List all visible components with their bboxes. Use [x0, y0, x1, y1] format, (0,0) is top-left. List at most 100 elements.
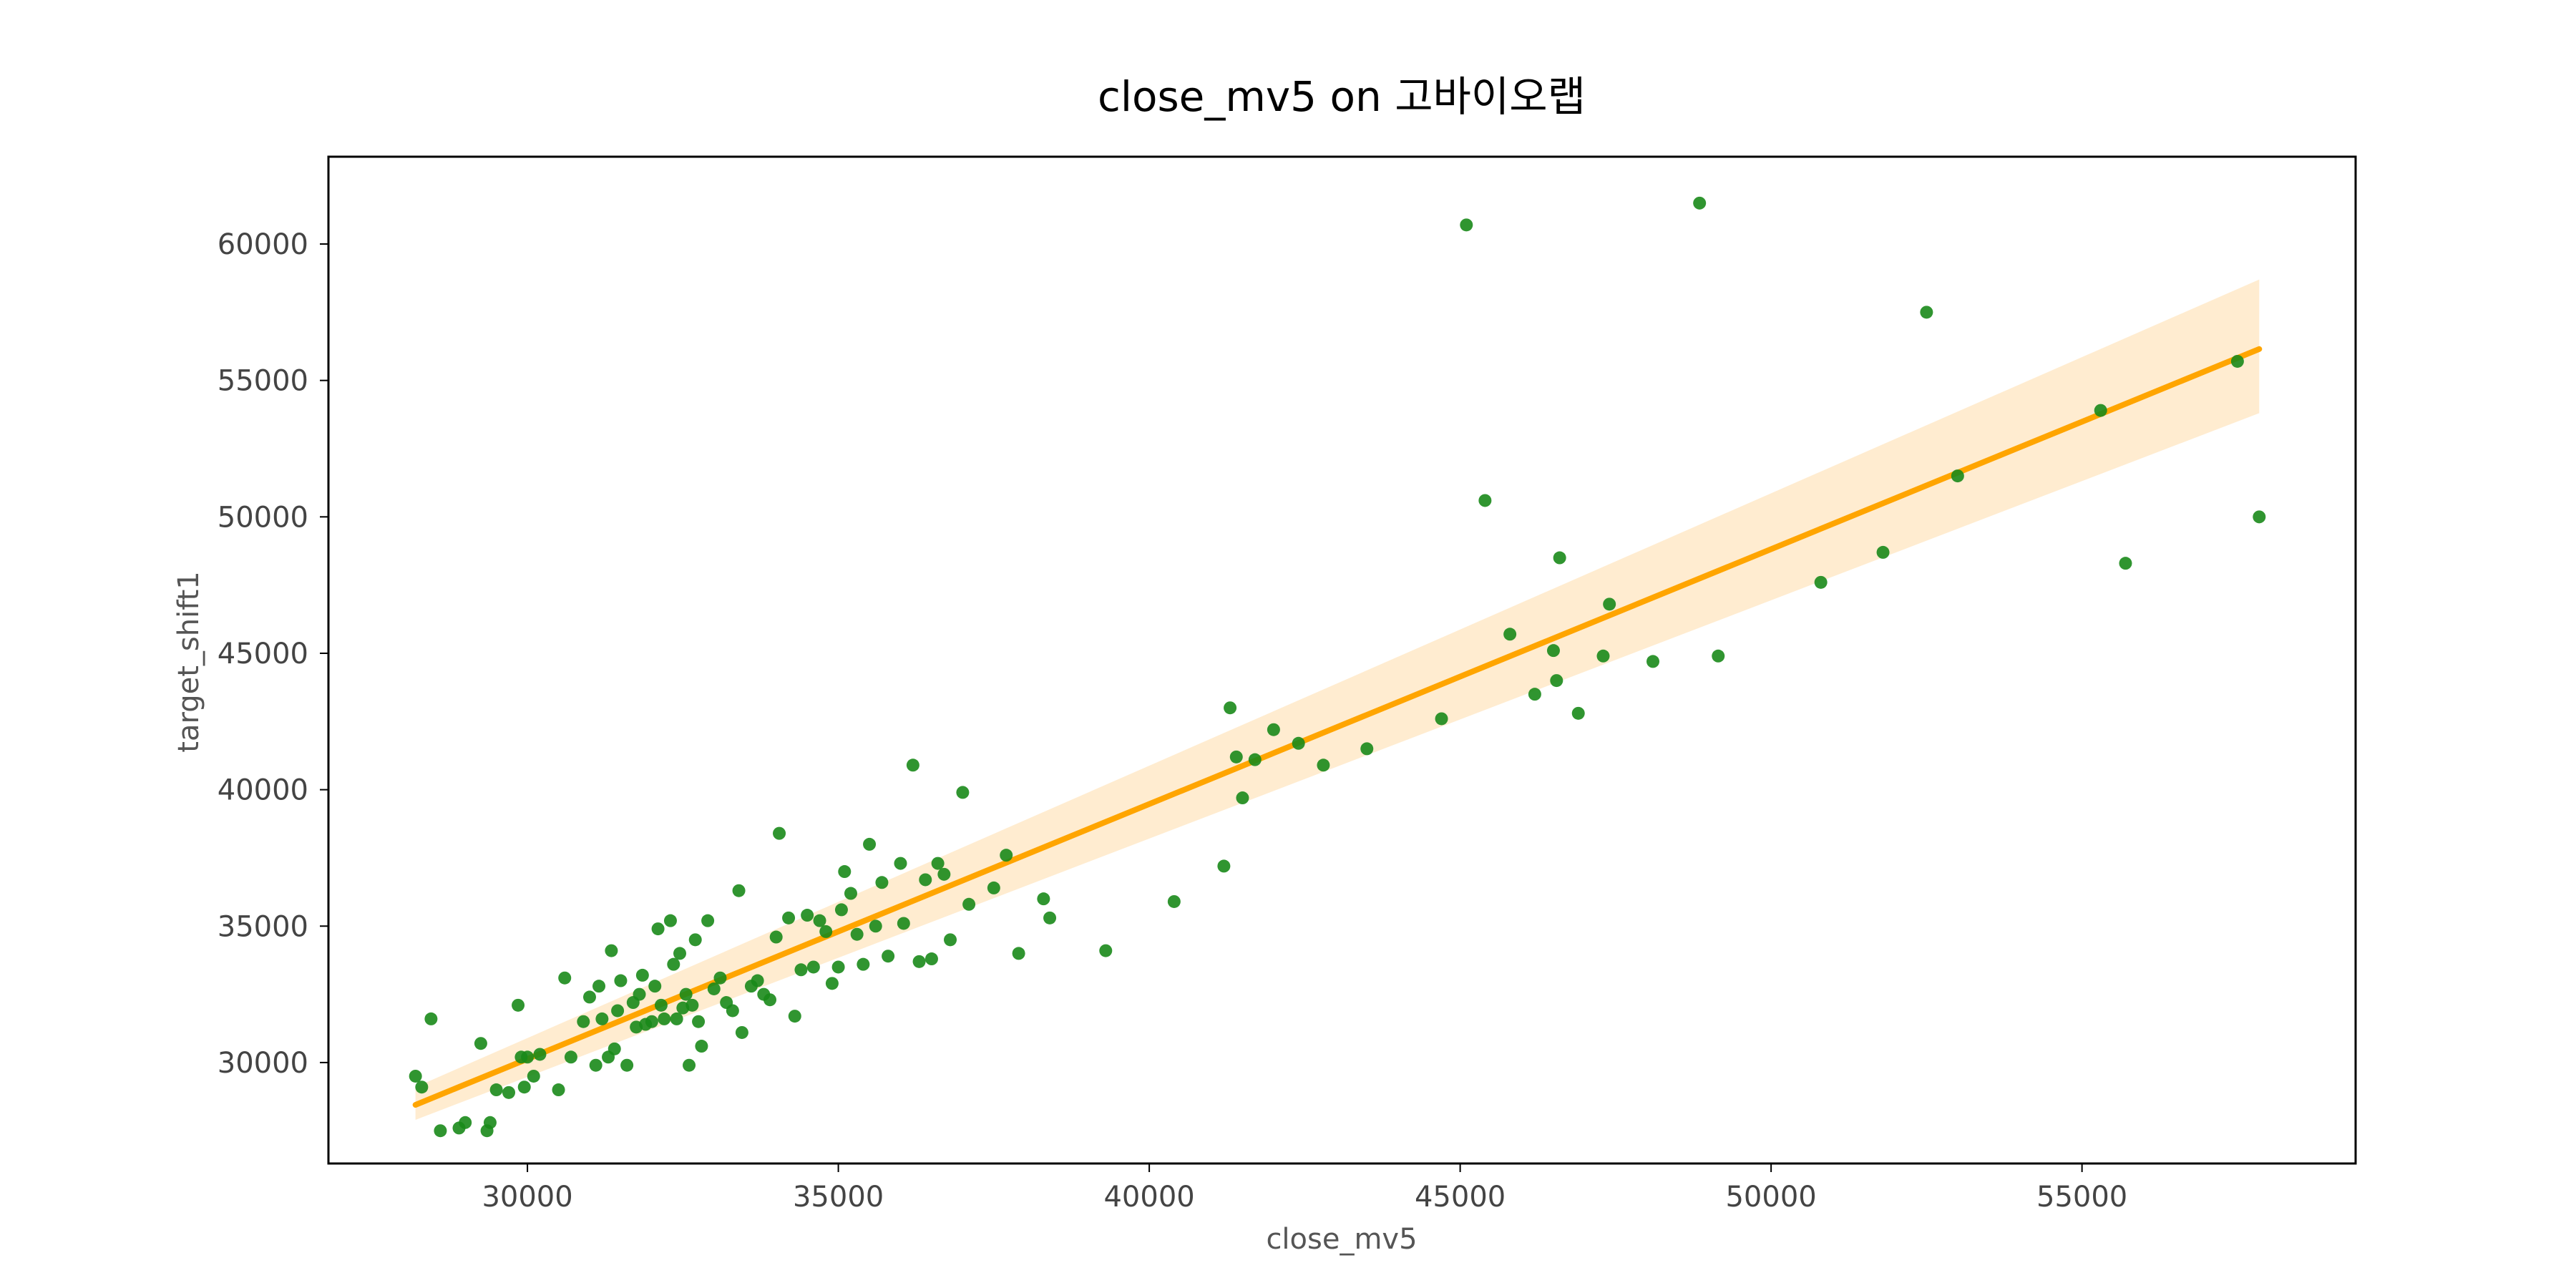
scatter-point: [1012, 947, 1025, 960]
scatter-points: [409, 196, 2266, 1138]
scatter-point: [924, 952, 938, 966]
scatter-point: [648, 980, 662, 993]
scatter-point: [651, 922, 665, 936]
scatter-point: [834, 903, 848, 917]
scatter-point: [483, 1116, 497, 1129]
scatter-point: [1478, 494, 1492, 507]
scatter-point: [679, 987, 693, 1001]
scatter-point: [1229, 750, 1243, 763]
scatter-point: [1043, 911, 1057, 924]
scatter-point: [582, 990, 596, 1004]
y-axis: 30000 35000 40000 45000 50000 55000 60000: [218, 228, 328, 1080]
scatter-point: [502, 1085, 516, 1099]
scatter-point: [1596, 649, 1610, 663]
scatter-point: [773, 826, 786, 840]
scatter-point: [987, 881, 1000, 894]
scatter-point: [688, 933, 702, 947]
scatter-point: [1646, 655, 1660, 668]
scatter-point: [645, 1015, 658, 1028]
scatter-point: [735, 1025, 748, 1039]
plot-area: [327, 155, 2357, 1165]
y-tick-label: 30000: [218, 1047, 308, 1080]
scatter-point: [489, 1083, 503, 1097]
scatter-point: [1528, 688, 1541, 701]
y-tick-label: 60000: [218, 228, 308, 261]
scatter-point: [1224, 701, 1237, 715]
scatter-point: [667, 957, 680, 971]
scatter-point: [869, 919, 882, 933]
scatter-point: [801, 909, 814, 922]
scatter-point: [605, 944, 618, 957]
scatter-point: [850, 927, 864, 941]
scatter-point: [857, 957, 870, 971]
scatter-point: [701, 914, 715, 927]
scatter-point: [663, 914, 677, 927]
scatter-point: [1503, 628, 1517, 641]
x-tick-label: 55000: [2036, 1181, 2127, 1214]
scatter-point: [956, 786, 970, 799]
scatter-point: [415, 1080, 429, 1094]
scatter-point: [424, 1012, 438, 1025]
scatter-point: [1236, 791, 1249, 805]
scatter-point: [919, 873, 932, 887]
scatter-point: [1920, 306, 1933, 319]
scatter-point: [863, 837, 877, 851]
regression-line: [412, 346, 2263, 1108]
scatter-point: [707, 982, 721, 995]
scatter-point: [686, 998, 699, 1012]
scatter-point: [1460, 218, 1473, 232]
scatter-point: [894, 857, 907, 870]
scatter-point: [1248, 753, 1262, 766]
scatter-point: [533, 1048, 547, 1061]
scatter-point: [726, 1004, 739, 1018]
scatter-point: [782, 911, 796, 924]
scatter-point: [2094, 404, 2107, 417]
scatter-point: [1167, 894, 1181, 908]
scatter-point: [595, 1012, 609, 1025]
scatter-point: [751, 974, 764, 987]
x-tick-label: 40000: [1103, 1181, 1194, 1214]
scatter-point: [1435, 712, 1448, 726]
scatter-point: [875, 876, 889, 889]
scatter-point: [1217, 859, 1231, 873]
scatter-point: [1814, 575, 1828, 589]
scatter-point: [1292, 736, 1305, 750]
scatter-point: [564, 1050, 577, 1064]
scatter-point: [813, 914, 826, 927]
scatter-point: [434, 1124, 447, 1138]
scatter-point: [1000, 849, 1013, 862]
scatter-point: [763, 993, 777, 1007]
scatter-point: [1693, 196, 1707, 210]
scatter-point: [654, 998, 668, 1012]
x-tick-label: 45000: [1415, 1181, 1506, 1214]
y-axis-title: target_shift1: [172, 571, 205, 752]
scatter-point: [589, 1058, 602, 1072]
x-tick-label: 35000: [793, 1181, 884, 1214]
scatter-point: [806, 960, 820, 974]
scatter-point: [732, 884, 746, 897]
y-tick-label: 55000: [218, 365, 308, 398]
scatter-point: [794, 963, 808, 977]
scatter-point: [838, 865, 852, 879]
chart-title: close_mv5 on 고바이오랩: [1098, 72, 1586, 121]
scatter-point: [1546, 644, 1560, 658]
scatter-point: [1571, 706, 1585, 720]
scatter-point: [944, 933, 957, 947]
scatter-point: [1876, 545, 1890, 559]
scatter-point: [683, 1058, 696, 1072]
y-tick-label: 45000: [218, 638, 308, 670]
scatter-point: [882, 950, 895, 963]
scatter-point: [937, 867, 951, 881]
plot-frame: [327, 155, 2357, 1165]
scatter-point: [658, 1012, 671, 1025]
scatter-point: [1317, 758, 1330, 772]
scatter-point: [608, 1042, 621, 1055]
scatter-point: [521, 1050, 535, 1064]
scatter-point: [831, 960, 845, 974]
scatter-point: [897, 917, 910, 930]
scatter-point: [692, 1015, 706, 1028]
scatter-point: [1603, 597, 1616, 611]
scatter-point: [611, 1004, 625, 1018]
scatter-point: [1267, 723, 1280, 736]
